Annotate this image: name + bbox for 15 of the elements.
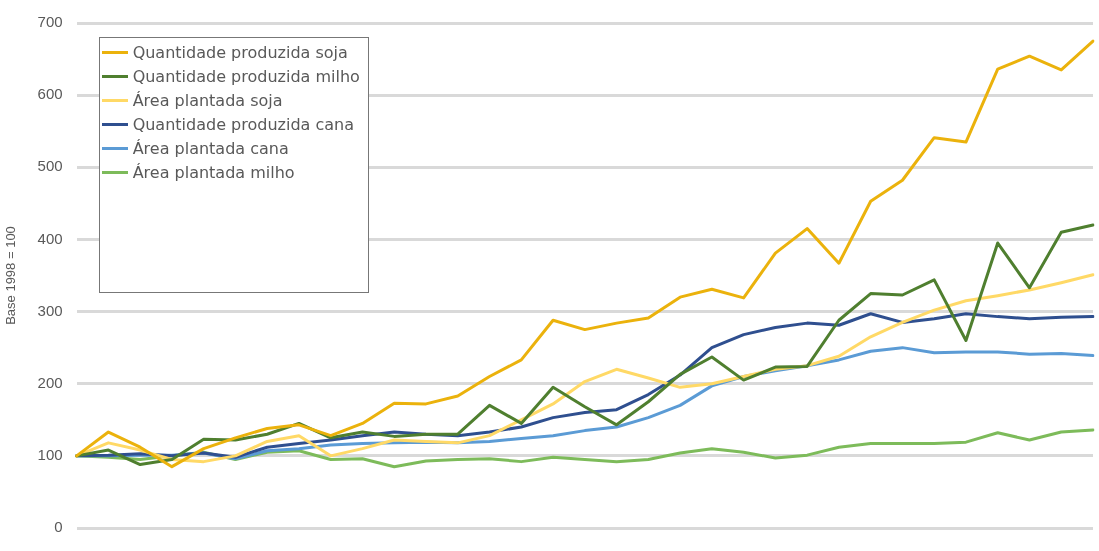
y-tick-label: 0 bbox=[54, 518, 63, 536]
legend-label: Área plantada soja bbox=[132, 90, 283, 110]
y-axis-title: Base 1998 = 100 bbox=[3, 226, 19, 325]
y-tick-label: 300 bbox=[37, 301, 63, 319]
y-tick-label: 200 bbox=[37, 373, 63, 391]
legend-label: Quantidade produzida cana bbox=[132, 114, 354, 134]
legend-label: Quantidade produzida soja bbox=[132, 42, 348, 62]
y-tick-label: 500 bbox=[37, 157, 63, 175]
y-tick-label: 600 bbox=[37, 85, 63, 103]
legend-label: Quantidade produzida milho bbox=[132, 66, 360, 86]
legend-label: Área plantada cana bbox=[132, 138, 289, 158]
y-tick-label: 400 bbox=[37, 229, 63, 247]
y-tick-label: 100 bbox=[37, 446, 63, 463]
y-tick-label: 700 bbox=[37, 13, 63, 31]
legend-label: Área plantada milho bbox=[132, 162, 295, 182]
